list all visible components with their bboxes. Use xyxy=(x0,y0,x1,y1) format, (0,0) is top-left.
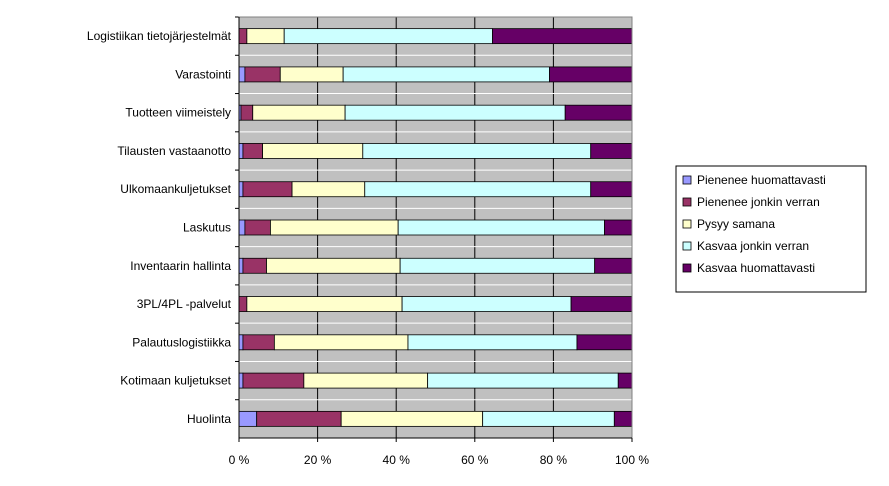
bar-segment xyxy=(244,66,281,83)
legend-swatch xyxy=(682,219,692,229)
bar-segment xyxy=(344,104,566,121)
category-label: Ulkomaankuljetukset xyxy=(120,182,231,196)
category-label: Huolinta xyxy=(187,412,231,426)
bar-segment xyxy=(576,334,633,351)
bar-segment xyxy=(604,219,633,236)
bar-segment xyxy=(266,257,401,274)
category-label: Inventaarin hallinta xyxy=(130,259,231,273)
bar-segment xyxy=(273,334,409,351)
legend-label: Pysyy samana xyxy=(697,217,775,231)
bar-segment xyxy=(594,257,633,274)
bar-segment xyxy=(564,104,633,121)
bar-segment xyxy=(399,257,596,274)
bar-group xyxy=(238,334,633,351)
bar-segment xyxy=(401,296,572,312)
legend-label: Kasvaa huomattavasti xyxy=(697,261,815,275)
category-label: Laskutus xyxy=(183,221,231,235)
bar-segment xyxy=(256,410,342,427)
bar-segment xyxy=(364,181,592,198)
bar-segment xyxy=(617,372,633,389)
bars xyxy=(238,28,633,427)
legend-box xyxy=(675,165,867,293)
bar-segment xyxy=(492,28,633,45)
bar-group xyxy=(238,66,633,83)
legend-label: Pienenee jonkin verran xyxy=(697,195,820,209)
bar-segment xyxy=(238,66,246,83)
bar-group xyxy=(238,28,633,45)
bar-segment xyxy=(262,143,364,159)
bar-segment xyxy=(242,372,305,389)
bar-group xyxy=(238,219,633,236)
bar-segment xyxy=(291,181,366,198)
axes: Logistiikan tietojärjestelmät Varastointi… xyxy=(87,16,649,467)
bar-segment xyxy=(242,181,293,198)
bar-segment xyxy=(252,104,346,121)
bar-group xyxy=(238,143,633,159)
bar-group xyxy=(238,257,633,274)
category-label: Logistiikan tietojärjestelmät xyxy=(87,29,232,43)
category-label: Varastointi xyxy=(175,67,231,81)
category-label: Palautuslogistiikka xyxy=(132,335,231,349)
bar-segment xyxy=(238,410,258,427)
bar-segment xyxy=(242,334,275,351)
category-label: 3PL/4PL -palvelut xyxy=(137,297,232,311)
bar-segment xyxy=(590,181,633,198)
bar-segment xyxy=(238,372,244,389)
category-label: Tilausten vastaanotto xyxy=(117,144,231,158)
bar-segment xyxy=(238,334,244,351)
bar-segment xyxy=(238,257,244,274)
legend-label: Kasvaa jonkin verran xyxy=(697,239,809,253)
bar-group xyxy=(238,410,633,427)
legend-swatch xyxy=(682,263,692,273)
bar-group xyxy=(238,104,633,121)
bar-segment xyxy=(240,104,254,121)
legend-swatch xyxy=(682,197,692,207)
legend: Pienenee huomattavasti Pienenee jonkin ve… xyxy=(675,165,867,293)
bar-segment xyxy=(238,181,244,198)
x-tick-label: 80 % xyxy=(540,453,568,467)
bar-segment xyxy=(482,410,615,427)
bar-segment xyxy=(549,66,633,83)
bar-segment xyxy=(362,143,592,159)
bar-segment xyxy=(407,334,578,351)
bar-segment xyxy=(246,28,285,45)
x-tick-label: 40 % xyxy=(383,453,411,467)
bar-segment xyxy=(238,143,244,159)
bar-segment xyxy=(238,28,248,45)
x-tick-label: 60 % xyxy=(461,453,489,467)
bar-segment xyxy=(570,296,633,312)
bar-segment xyxy=(242,143,263,159)
bar-segment xyxy=(590,143,633,159)
bar-segment xyxy=(427,372,619,389)
legend-label: Pienenee huomattavasti xyxy=(697,173,826,187)
bar-segment xyxy=(242,257,267,274)
bar-group xyxy=(238,296,633,312)
bar-segment xyxy=(279,66,344,83)
bar-segment xyxy=(342,66,550,83)
x-tick-label: 100 % xyxy=(615,453,649,467)
x-tick-label: 20 % xyxy=(304,453,332,467)
bar-segment xyxy=(244,219,271,236)
bar-group xyxy=(238,372,633,389)
bar-segment xyxy=(270,219,399,236)
category-label: Kotimaan kuljetukset xyxy=(120,374,231,388)
bar-segment xyxy=(303,372,429,389)
x-tick-label: 0 % xyxy=(229,453,250,467)
bar-segment xyxy=(397,219,605,236)
bar-segment xyxy=(238,296,248,312)
bar-segment xyxy=(238,219,246,236)
bar-segment xyxy=(613,410,633,427)
legend-swatch xyxy=(682,175,692,185)
bar-segment xyxy=(340,410,484,427)
category-label: Tuotteen viimeistely xyxy=(125,106,231,120)
bar-segment xyxy=(246,296,403,312)
bar-segment xyxy=(283,28,493,45)
bar-group xyxy=(238,181,633,198)
legend-swatch xyxy=(682,241,692,251)
